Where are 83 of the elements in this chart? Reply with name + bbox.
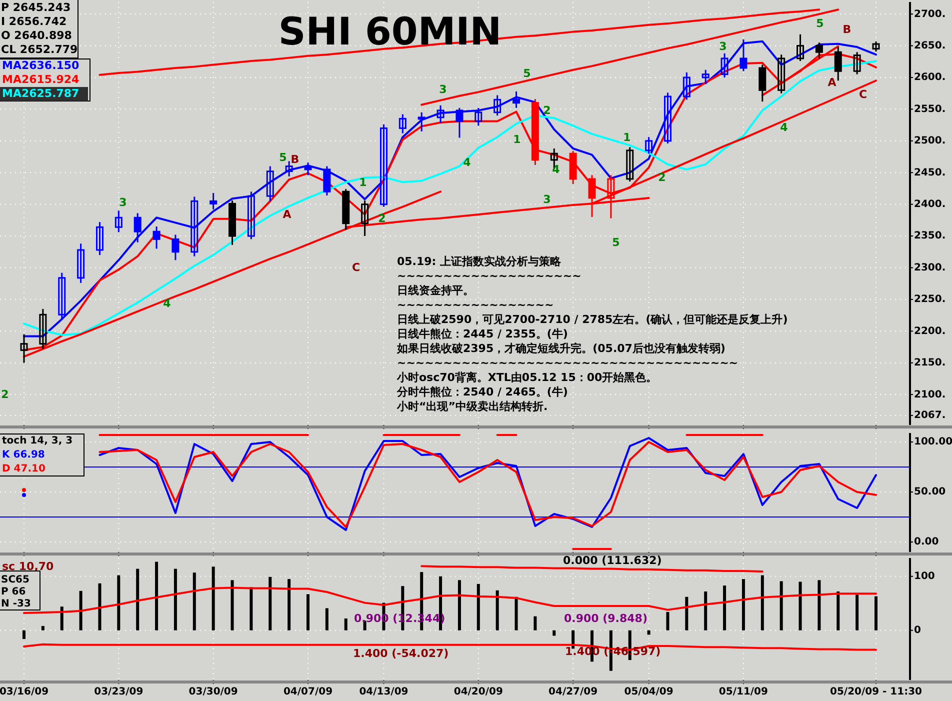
annotation: 5 [816, 17, 824, 30]
annotation: ~~~~~~~~~~~~~~~~~ [397, 298, 554, 312]
annotation: 小时“出现”中级卖出结构转折. [396, 400, 548, 414]
annotation: A [828, 76, 837, 90]
annotation: 0.900 (9.848) [564, 612, 648, 626]
annotation: A [282, 208, 292, 222]
annotation: 4 [463, 156, 472, 170]
y-tick-label: 2350. [914, 230, 946, 242]
x-tick-label: 03/23/09 [94, 686, 144, 698]
annotation: 3 [719, 40, 727, 54]
y-tick-label: 2100. [914, 389, 946, 400]
annotation: CL 2652.779 [1, 43, 78, 56]
text: MA2636.150 [2, 59, 80, 72]
annotation: 分时牛熊位：2540 / 2465。(牛) [396, 386, 568, 399]
annotation: 1.400 (-54.027) [353, 647, 449, 660]
annotation: 2 [378, 212, 386, 226]
x-tick-label: 05/11/09 [718, 686, 768, 698]
annotation: 日线资金持平。 [397, 284, 474, 298]
annotation: B [290, 153, 300, 166]
annotation: 05.19: 上证指数实战分析与策略 [397, 255, 562, 268]
annotation: 2 [543, 104, 551, 118]
y-tick-label: 2250. [914, 294, 946, 306]
annotation: ~~~~~~~~~~~~~~~~~~~~ [397, 270, 582, 283]
annotation: 3 [543, 193, 551, 206]
annotation: N -33 [1, 598, 31, 610]
annotation: 日线牛熊位：2445 / 2355。(牛) [397, 328, 568, 341]
y-tick-label: 2200. [914, 326, 946, 337]
annotation: 小时osc70背离。XTL由05.12 15：00开始黑色。 [396, 371, 658, 384]
text: 2 [1, 388, 9, 402]
annotation: 3 [119, 196, 127, 210]
y-tick-label: 2150. [914, 358, 946, 369]
annotation: 4 [163, 297, 172, 310]
text: MA2625.787 [2, 87, 80, 100]
annotation: 5 [279, 151, 287, 164]
x-tick-label: 03/16/09 [0, 686, 49, 698]
y-tick-label: 2650. [914, 40, 946, 52]
series-label: D 47.10 [2, 464, 46, 475]
annotation: 0.000 (111.632) [563, 554, 662, 568]
chart-title: SHI 60MIN [278, 9, 502, 54]
y-tick-label: 2550. [914, 104, 946, 115]
annotation: P 2645.243 [1, 1, 71, 14]
x-tick-label: 03/30/09 [188, 686, 238, 698]
y-tick-label: 2700. [914, 8, 946, 20]
y-tick-label: 2600. [914, 72, 946, 84]
x-tick-label: 05/20/09 - 11:30 [830, 686, 922, 698]
annotation: I 2656.742 [1, 15, 67, 28]
annotation: 4 [552, 163, 560, 176]
annotation: 2 [658, 171, 666, 184]
x-tick-label: 04/07/09 [283, 686, 333, 698]
annotation: C [352, 261, 360, 274]
annotation: 1 [359, 176, 367, 190]
annotation: 如果日线收破2395，才确定短线升完。(05.07后也没有触发转弱) [396, 342, 726, 356]
x-tick-label: 05/04/09 [624, 686, 674, 698]
y-tick-label: 2400. [914, 199, 946, 210]
x-tick-label: 04/13/09 [359, 686, 408, 698]
chart-title: sc 10,70 [2, 560, 54, 574]
annotation: ~~~~~~~~~~~~~~~~~~~~~~~~~~~~~~~~~~~~~ [397, 356, 738, 370]
annotation: 5 [612, 236, 620, 250]
y-tick-label: 50.00 [914, 486, 946, 498]
annotation: C [858, 88, 868, 102]
text: K 66.98 [2, 450, 45, 461]
annotation: 4 [780, 121, 788, 134]
x-tick-label: 04/20/09 [454, 686, 503, 698]
annotation: O 2640.898 [1, 29, 72, 42]
y-tick-label: 100.00 [914, 436, 952, 448]
annotation: 5 [523, 67, 531, 80]
annotation: 日线上破2590，可见2700-2710 / 2785左右。(确认，但可能还是反复上升) [397, 313, 788, 326]
y-tick-label: 2450. [914, 167, 946, 178]
annotation: 1 [623, 131, 631, 144]
y-tick-label: 0 [914, 625, 921, 636]
y-tick-label: 2300. [914, 262, 946, 274]
annotation: B [842, 23, 852, 36]
annotation: SC65 [1, 574, 30, 586]
annotation: 3 [439, 83, 447, 96]
y-tick-label: 2067. [914, 410, 946, 422]
legend-title: toch 14, 3, 3 [2, 436, 73, 447]
annotation: 1 [513, 133, 521, 146]
y-tick-label: 100 [914, 571, 935, 582]
y-tick-label: 0.00 [914, 536, 939, 548]
annotation: P 66 [1, 586, 26, 598]
y-tick-label: 2500. [914, 136, 946, 147]
x-tick-label: 04/27/09 [548, 686, 598, 698]
text: MA2615.924 [2, 73, 80, 86]
